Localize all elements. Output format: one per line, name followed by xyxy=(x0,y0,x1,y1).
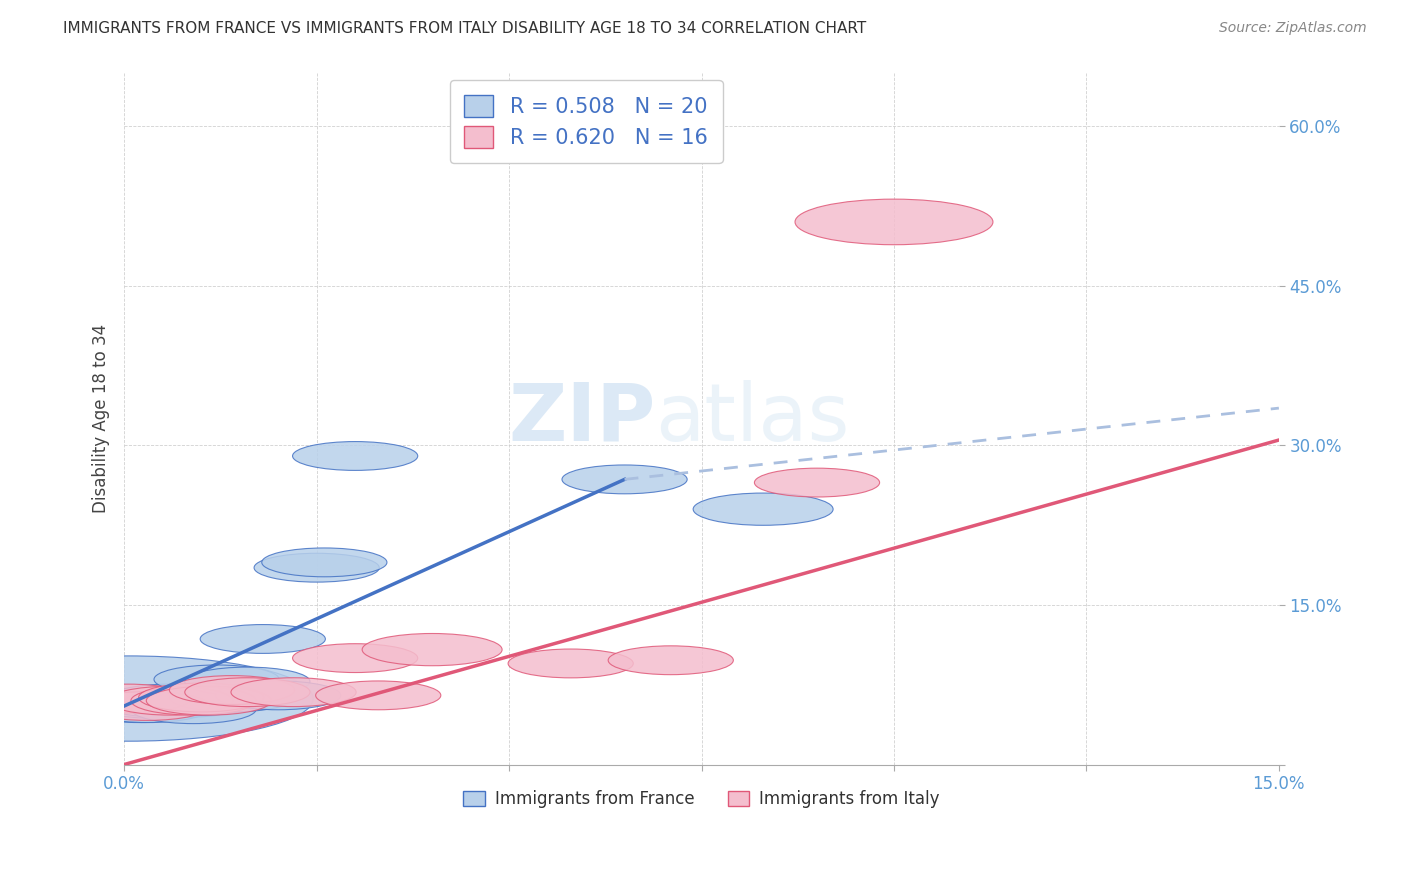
Ellipse shape xyxy=(84,694,209,723)
Ellipse shape xyxy=(139,683,264,712)
Ellipse shape xyxy=(69,689,194,717)
Ellipse shape xyxy=(77,694,202,723)
Ellipse shape xyxy=(262,548,387,577)
Ellipse shape xyxy=(184,667,309,696)
Ellipse shape xyxy=(609,646,734,674)
Ellipse shape xyxy=(254,553,380,582)
Y-axis label: Disability Age 18 to 34: Disability Age 18 to 34 xyxy=(93,324,110,513)
Ellipse shape xyxy=(139,686,264,715)
Ellipse shape xyxy=(0,656,314,741)
Ellipse shape xyxy=(124,689,249,717)
Ellipse shape xyxy=(169,675,295,705)
Ellipse shape xyxy=(100,689,225,717)
Ellipse shape xyxy=(508,649,633,678)
Ellipse shape xyxy=(200,624,325,654)
Ellipse shape xyxy=(146,686,271,715)
Text: Source: ZipAtlas.com: Source: ZipAtlas.com xyxy=(1219,21,1367,36)
Ellipse shape xyxy=(562,465,688,494)
Ellipse shape xyxy=(316,681,441,710)
Ellipse shape xyxy=(108,686,233,715)
Ellipse shape xyxy=(292,442,418,470)
Ellipse shape xyxy=(131,686,256,715)
Ellipse shape xyxy=(755,468,880,497)
Ellipse shape xyxy=(131,695,256,723)
Ellipse shape xyxy=(363,633,502,665)
Legend: Immigrants from France, Immigrants from Italy: Immigrants from France, Immigrants from … xyxy=(457,784,946,815)
Text: IMMIGRANTS FROM FRANCE VS IMMIGRANTS FROM ITALY DISABILITY AGE 18 TO 34 CORRELAT: IMMIGRANTS FROM FRANCE VS IMMIGRANTS FRO… xyxy=(63,21,866,37)
Ellipse shape xyxy=(231,678,356,706)
Ellipse shape xyxy=(84,691,209,721)
Ellipse shape xyxy=(693,493,834,525)
Ellipse shape xyxy=(66,684,191,713)
Ellipse shape xyxy=(169,683,295,712)
Text: ZIP: ZIP xyxy=(508,380,655,458)
Ellipse shape xyxy=(93,690,218,718)
Ellipse shape xyxy=(215,681,340,710)
Ellipse shape xyxy=(794,199,993,244)
Ellipse shape xyxy=(108,684,233,713)
Ellipse shape xyxy=(155,665,280,694)
Ellipse shape xyxy=(184,678,309,706)
Ellipse shape xyxy=(292,644,418,673)
Text: atlas: atlas xyxy=(655,380,849,458)
